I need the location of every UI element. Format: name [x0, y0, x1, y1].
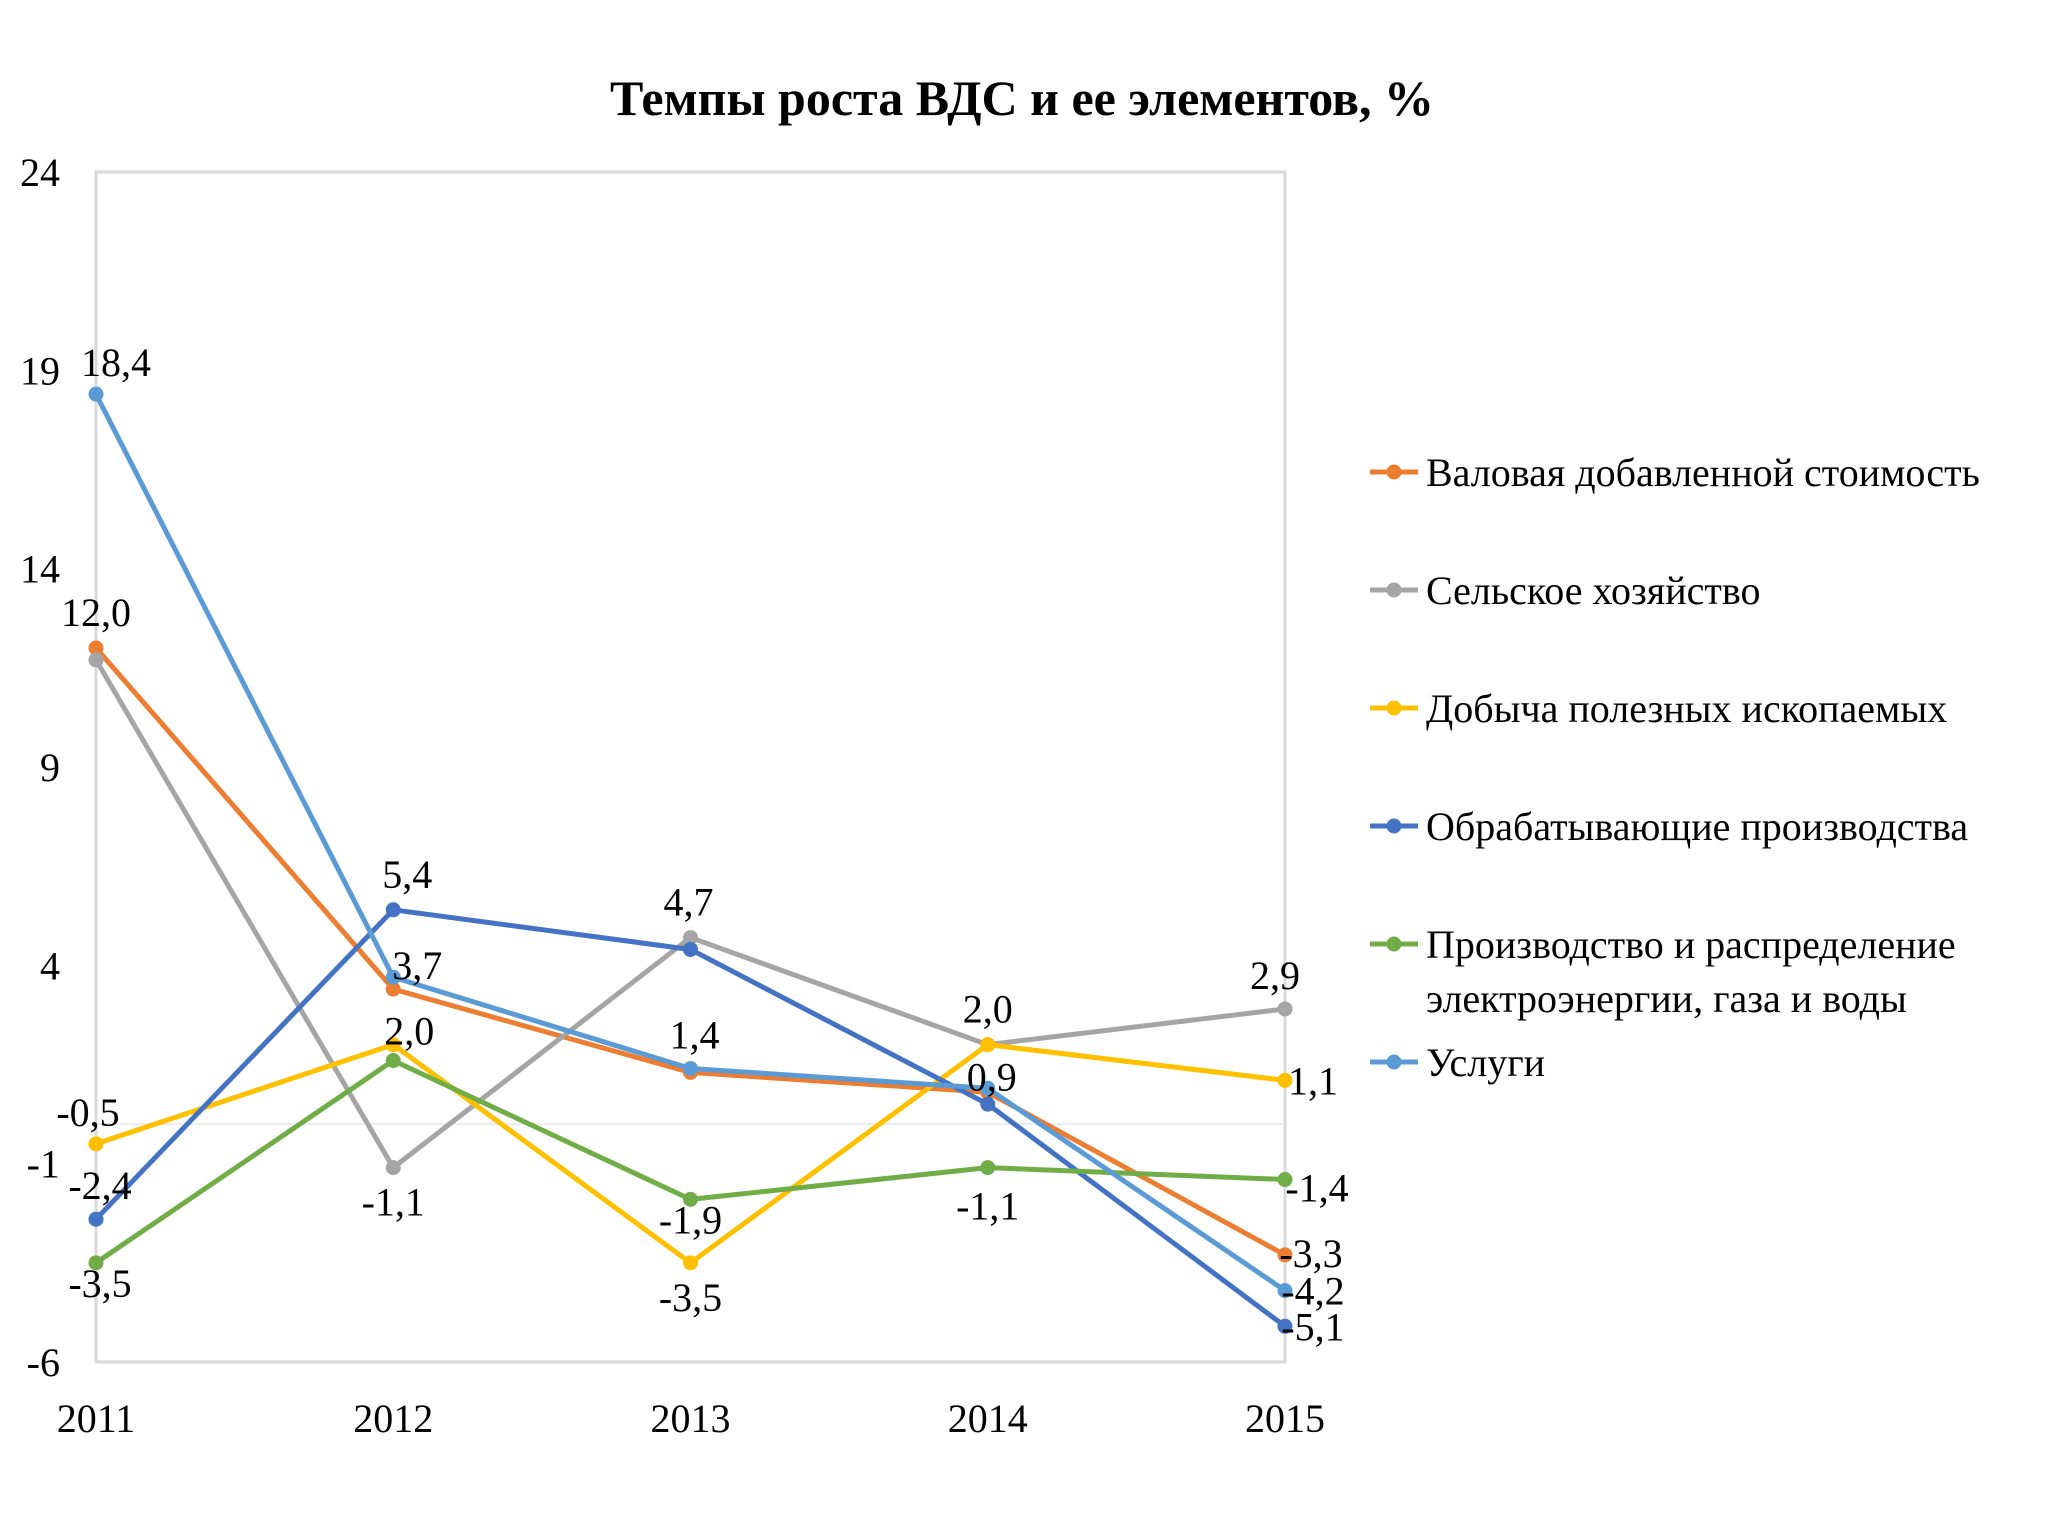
legend-marker: [1386, 818, 1402, 834]
legend-label: Обрабатывающие производства: [1426, 804, 1968, 849]
data-label: 1,4: [670, 1012, 720, 1057]
data-point: [385, 1037, 401, 1053]
data-point: [385, 981, 401, 997]
x-tick-label: 2013: [651, 1396, 731, 1441]
x-tick-label: 2014: [948, 1396, 1028, 1441]
legend-label: Валовая добавленной стоимость: [1426, 450, 1980, 495]
data-label: 12,0: [61, 590, 131, 635]
data-point: [683, 1191, 698, 1207]
data-point: [980, 1037, 996, 1053]
plot-border: [94, 170, 1287, 1364]
data-point: [1277, 1172, 1293, 1188]
y-tick-label: -6: [27, 1340, 60, 1385]
data-point: [88, 640, 104, 656]
data-point: [1277, 1072, 1293, 1088]
legend-label: Добыча полезных ископаемых: [1426, 686, 1947, 731]
data-point: [88, 1136, 104, 1152]
plot-area: 24 19 14 9 4 -1 -6 2011 2012 2013 2014 2015 12,0 -3,3…: [20, 150, 1349, 1441]
data-label: -3,5: [68, 1261, 131, 1306]
data-label: -1,1: [956, 1184, 1019, 1229]
y-tick-label: 24: [20, 150, 60, 195]
data-point: [385, 1053, 401, 1069]
data-point: [980, 1096, 996, 1112]
data-label: -1,9: [659, 1197, 722, 1242]
data-point: [980, 1080, 996, 1096]
data-label: -3,3: [1279, 1231, 1342, 1276]
y-tick-label: 9: [40, 745, 60, 790]
data-point: [1277, 1001, 1293, 1017]
chart-title: Темпы роста ВДС и ее элементов, %: [610, 70, 1434, 126]
data-point: [683, 941, 698, 957]
legend-marker: [1386, 582, 1402, 598]
y-tick-label: 4: [40, 943, 60, 988]
legend-marker: [1386, 464, 1402, 480]
data-point: [980, 1160, 996, 1176]
legend-marker: [1386, 936, 1402, 952]
legend-label: Производство и распределение: [1426, 922, 1956, 967]
data-point: [683, 1255, 698, 1271]
x-tick-label: 2011: [57, 1396, 136, 1441]
data-label: -3,5: [659, 1275, 722, 1320]
data-label: -1,1: [362, 1180, 425, 1225]
data-label: -5,1: [1281, 1304, 1344, 1349]
data-point: [88, 1211, 104, 1227]
data-label: 4,7: [664, 880, 714, 925]
data-label: 3,7: [392, 943, 442, 988]
data-label: -2,4: [68, 1163, 131, 1208]
data-label: -1,4: [1285, 1166, 1348, 1211]
x-tick-label: 2015: [1245, 1396, 1325, 1441]
data-label: 2,0: [384, 1009, 434, 1054]
data-point: [683, 930, 698, 946]
data-point: [1277, 1247, 1293, 1263]
data-point: [1277, 1283, 1293, 1299]
data-point: [683, 1060, 698, 1076]
legend-label: электроэнергии, газа и воды: [1426, 976, 1907, 1021]
y-tick-label: 14: [20, 547, 60, 592]
data-point: [88, 386, 104, 402]
data-point: [385, 902, 401, 918]
x-tick-label: 2012: [353, 1396, 433, 1441]
data-label: 2,0: [963, 987, 1013, 1032]
y-tick-label: 19: [20, 348, 60, 393]
data-point: [385, 969, 401, 985]
data-label: -4,2: [1281, 1269, 1344, 1314]
legend-label: Сельское хозяйство: [1426, 568, 1760, 613]
y-tick-label: -1: [27, 1142, 60, 1187]
data-point: [1277, 1318, 1293, 1334]
legend-label: Услуги: [1426, 1040, 1545, 1085]
data-label: 2,9: [1250, 953, 1300, 998]
data-point: [385, 1160, 401, 1176]
data-label: 5,4: [382, 852, 432, 897]
data-point: [88, 652, 104, 668]
legend-marker: [1386, 1054, 1402, 1070]
data-label: 0,9: [967, 1054, 1017, 1099]
legend-marker: [1386, 700, 1402, 716]
data-point: [88, 1255, 104, 1271]
legend: Валовая добавленной стоимость Сельское хо…: [1370, 450, 1980, 1085]
data-label: 18,4: [81, 340, 151, 385]
data-label: -0,5: [56, 1090, 119, 1135]
data-label: 1,1: [1288, 1058, 1338, 1103]
